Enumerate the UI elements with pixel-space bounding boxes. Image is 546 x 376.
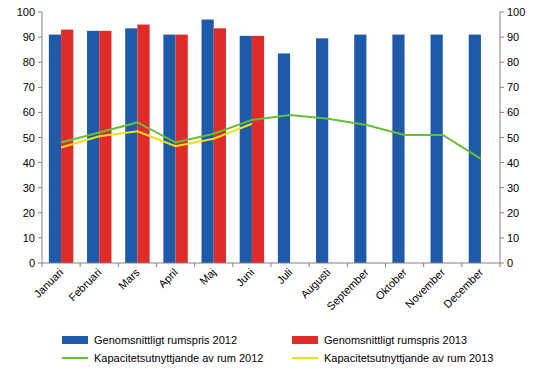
y2-tick [500, 162, 504, 163]
bar [240, 36, 252, 263]
y2-tick-label: 60 [507, 106, 519, 118]
y-tick-label: 0 [29, 257, 35, 269]
plot [49, 20, 481, 263]
bar [176, 35, 188, 263]
y-tick [38, 263, 42, 264]
x-tick [156, 263, 157, 267]
y2-tick [500, 12, 504, 13]
y2-tick [500, 37, 504, 38]
y-tick [38, 187, 42, 188]
y2-tick-label: 10 [507, 232, 519, 244]
y-tick-label: 70 [23, 81, 35, 93]
y-tick-label: 10 [23, 232, 35, 244]
x-tick [500, 263, 501, 267]
bar [252, 36, 264, 263]
y2-tick-label: 70 [507, 81, 519, 93]
y2-tick [500, 87, 504, 88]
bar [316, 38, 328, 263]
y2-tick [500, 263, 504, 264]
x-tick-label: Oktober [373, 266, 409, 302]
y2-tick [500, 187, 504, 188]
bar [49, 35, 61, 263]
y-tick [38, 212, 42, 213]
legend-label: Genomsnittligt rumspris 2013 [324, 334, 467, 346]
y2-tick [500, 212, 504, 213]
y2-tick-label: 90 [507, 31, 519, 43]
y2-tick-label: 50 [507, 132, 519, 144]
y-tick [38, 37, 42, 38]
legend-label: Kapacitetsutnyttjande av rum 2012 [94, 352, 263, 364]
x-tick [271, 263, 272, 267]
x-tick [194, 263, 195, 267]
bar [87, 31, 99, 263]
y2-tick-label: 0 [507, 257, 513, 269]
bar [354, 35, 366, 263]
y2-tick [500, 137, 504, 138]
y2-tick-label: 40 [507, 157, 519, 169]
legend-swatch [292, 336, 318, 344]
y-tick-label: 50 [23, 132, 35, 144]
y2-tick [500, 62, 504, 63]
y2-tick-label: 100 [507, 6, 525, 18]
x-tick-label: Januari [32, 266, 66, 300]
x-tick [80, 263, 81, 267]
y-tick [38, 237, 42, 238]
legend-label: Genomsnittligt rumspris 2012 [94, 334, 237, 346]
y-tick-label: 30 [23, 182, 35, 194]
x-tick-label: December [441, 266, 486, 311]
x-tick [423, 263, 424, 267]
x-tick-label: Augusti [298, 266, 332, 300]
legend-label: Kapacitetsutnyttjande av rum 2013 [324, 352, 493, 364]
y-tick [38, 87, 42, 88]
y-tick-label: 100 [17, 6, 35, 18]
y-tick-label: 40 [23, 157, 35, 169]
bar [392, 35, 404, 263]
y2-tick [500, 237, 504, 238]
legend-swatch [62, 336, 88, 344]
bar [431, 35, 443, 263]
x-tick-label: September [324, 266, 371, 313]
x-tick-label: Februari [66, 266, 103, 303]
bar [214, 28, 226, 263]
x-tick [385, 263, 386, 267]
y-tick-label: 20 [23, 207, 35, 219]
y-tick [38, 62, 42, 63]
legend-swatch [292, 357, 318, 359]
x-tick [118, 263, 119, 267]
line [61, 124, 252, 148]
y-tick-label: 90 [23, 31, 35, 43]
x-tick-label: November [403, 266, 448, 311]
x-tick-label: April [156, 266, 180, 290]
bar [125, 28, 137, 263]
y-tick [38, 112, 42, 113]
x-tick [347, 263, 348, 267]
x-tick-label: Juni [234, 266, 257, 289]
x-tick [42, 263, 43, 267]
y-tick [38, 12, 42, 13]
y-tick-label: 60 [23, 106, 35, 118]
bar [99, 31, 111, 263]
bar [163, 35, 175, 263]
y2-tick-label: 30 [507, 182, 519, 194]
x-tick [309, 263, 310, 267]
x-tick-label: Maj [197, 266, 218, 287]
bar [278, 53, 290, 263]
x-tick [461, 263, 462, 267]
chart: 0 10 20 30 40 50 60 70 80 90 100 0 10 20 30 40 50 60 70 80 9… [0, 0, 546, 376]
legend-swatch [62, 357, 88, 359]
x-tick-label: Mars [116, 266, 142, 292]
x-tick-label: Juli [274, 266, 294, 286]
line [61, 115, 481, 159]
y2-tick [500, 112, 504, 113]
y-tick-label: 80 [23, 56, 35, 68]
y2-tick-label: 80 [507, 56, 519, 68]
bar [137, 25, 149, 263]
y-tick [38, 137, 42, 138]
x-tick [232, 263, 233, 267]
y2-tick-label: 20 [507, 207, 519, 219]
y-tick [38, 162, 42, 163]
bar [469, 35, 481, 263]
